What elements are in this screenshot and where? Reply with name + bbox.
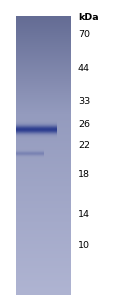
Text: kDa: kDa [78, 13, 98, 22]
Text: 70: 70 [78, 30, 90, 39]
Text: 26: 26 [78, 120, 90, 129]
Text: 10: 10 [78, 241, 90, 250]
Text: 44: 44 [78, 64, 90, 73]
Text: 22: 22 [78, 141, 90, 150]
Text: 33: 33 [78, 97, 90, 106]
Text: 18: 18 [78, 170, 90, 179]
Text: 14: 14 [78, 210, 90, 219]
